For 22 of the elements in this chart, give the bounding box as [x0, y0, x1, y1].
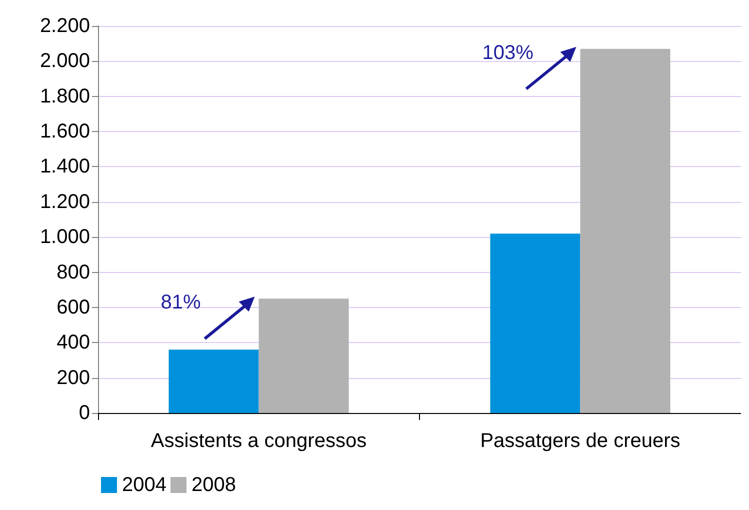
y-tick-label: 600: [56, 296, 90, 318]
x-tick-label: Assistents a congressos: [150, 430, 367, 452]
legend-label: 2008: [191, 474, 236, 496]
annotation: 81%: [160, 292, 201, 314]
y-tick-label: 1.600: [40, 120, 90, 143]
y-tick-label: 1.000: [40, 226, 90, 248]
bar: [258, 298, 349, 413]
annotation: 103%: [482, 42, 534, 64]
y-tick-label: 800: [56, 261, 90, 284]
y-tick-label: 400: [56, 332, 90, 354]
y-tick-label: 1.800: [40, 85, 90, 108]
y-tick-label: 200: [56, 366, 90, 389]
x-tick-label: Passatgers de creuers: [480, 430, 680, 452]
legend-label: 2004: [122, 474, 166, 496]
y-tick-label: 2.200: [40, 15, 90, 37]
bar: [490, 234, 580, 413]
y-tick-label: 2.000: [40, 50, 90, 72]
bar: [168, 350, 259, 413]
y-tick-label: 1.400: [40, 156, 90, 178]
y-tick-label: 0: [78, 402, 90, 424]
bar: [580, 48, 670, 413]
y-tick-label: 1.200: [40, 190, 90, 213]
